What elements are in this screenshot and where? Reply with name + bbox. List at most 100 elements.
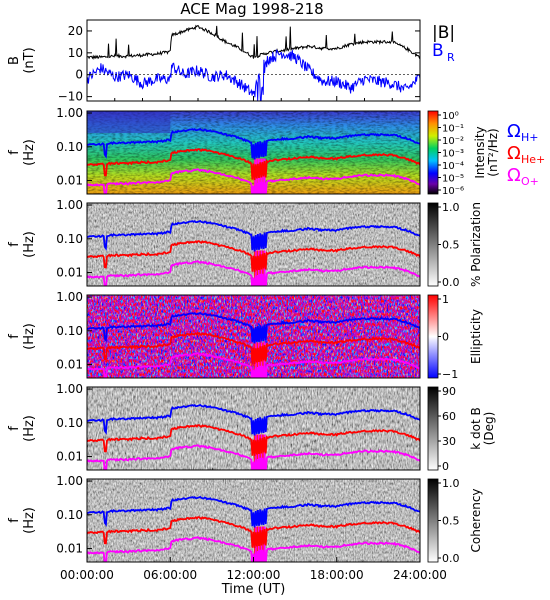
polarization-colorbar-label: % Polarization <box>469 202 483 287</box>
gyrofrequency-O-plus-curve <box>87 260 420 286</box>
ytick-label: 0.10 <box>56 416 83 430</box>
ellipticity-spectrogram <box>87 295 420 378</box>
ytick-label: 1.00 <box>56 198 83 212</box>
gyro-label-sub: He+ <box>521 153 545 166</box>
ytick-label: 0.01 <box>56 266 83 280</box>
ellipticity-colorbar <box>427 294 439 379</box>
gyrofrequency-He-plus-curve <box>87 240 420 273</box>
gyrofrequency-O-plus-curve <box>87 352 420 378</box>
gyrofrequency-O-plus-curve <box>87 444 420 470</box>
gyrofrequency-H-plus-curve <box>87 403 420 436</box>
colorbar-tick-label: 10⁻⁴ <box>442 161 464 172</box>
gyrofrequency-He-plus-curve <box>87 332 420 365</box>
ellipticity-ylabel: f (Hz) <box>7 323 37 350</box>
colorbar-tick-label: 60 <box>442 410 456 423</box>
colorbar-tick-label: 0.0 <box>442 276 460 289</box>
xtick-label: 12:00:00 <box>227 568 281 582</box>
colorbar-tick-label: 1.0 <box>442 477 460 490</box>
xaxis-label: Time (UT) <box>221 582 286 597</box>
polarization-ylabel: f (Hz) <box>7 231 37 258</box>
ytick-label: 1.00 <box>56 382 83 396</box>
ylabel-line: f <box>7 334 22 339</box>
ytick-label: 0.10 <box>56 140 83 154</box>
colorbar-tick-label: 10⁻¹ <box>442 124 464 135</box>
gyrofrequency-He-plus-curve <box>87 424 420 457</box>
ytick-label: −10 <box>58 90 83 104</box>
ytick-label: 0.10 <box>56 508 83 522</box>
colorbar-tick-label: 90 <box>442 385 456 398</box>
gyrofrequency-He-plus-curve <box>87 148 420 181</box>
colorbar-tick-label: 10⁻² <box>442 136 464 147</box>
ylabel-line: (Hz) <box>22 139 37 166</box>
kdotb-colorbar-label: k dot B (Deg) <box>469 407 496 449</box>
xtick-label: 18:00:00 <box>310 568 364 582</box>
ylabel-line: (Hz) <box>22 323 37 350</box>
ylabel-line: f <box>7 426 22 431</box>
colorbar-tick-label: 0.5 <box>442 239 460 252</box>
colorbar-label-line: k dot B <box>469 407 483 449</box>
colorbar-tick-label: 1.0 <box>442 201 460 214</box>
intensity-ylabel: f (Hz) <box>7 139 37 166</box>
gyro-label-He-plus: Ω <box>507 143 521 164</box>
series-line-B-R <box>86 49 421 102</box>
bfield-ylabel: B (nT) <box>7 47 37 73</box>
ytick-label: 0.01 <box>56 174 83 188</box>
colorbar-tick-label: 0 <box>442 331 449 344</box>
ellipticity-colorbar-label: Ellipticity <box>469 309 483 364</box>
colorbar-label-line: % Polarization <box>469 202 483 287</box>
intensity-frame <box>86 110 421 195</box>
colorbar-tick-label: 0.5 <box>442 515 460 528</box>
legend-B-R: B <box>432 41 444 61</box>
kdotb-spectrogram <box>87 387 420 470</box>
ytick-label: 0.10 <box>56 232 83 246</box>
coherency-ylabel: f (Hz) <box>7 507 37 534</box>
colorbar-label-line: Coherency <box>469 488 483 552</box>
gyrofrequency-O-plus-curve <box>87 536 420 562</box>
colorbar-tick-label: 30 <box>442 435 456 448</box>
colorbar-tick-label: 10⁻⁵ <box>442 174 464 185</box>
gyrofrequency-He-plus-curve <box>87 516 420 549</box>
gyrofrequency-H-plus-curve <box>87 127 420 160</box>
legend-B-R-sub: R <box>447 51 455 64</box>
ytick-label: 0.10 <box>56 324 83 338</box>
coherency-colorbar <box>427 478 439 563</box>
coherency-spectrogram <box>87 479 420 562</box>
ytick-label: 0.01 <box>56 358 83 372</box>
kdotb-ylabel: f (Hz) <box>7 415 37 442</box>
gyrofrequency-O-plus-curve <box>87 168 420 194</box>
colorbar-tick-label: 10⁰ <box>442 111 459 122</box>
gyro-label-sub: O+ <box>521 175 539 188</box>
ylabel-line: f <box>7 242 22 247</box>
colorbar-tick-label: 10⁻⁶ <box>442 186 464 197</box>
ytick-label: 0.01 <box>56 542 83 556</box>
ylabel-line: f <box>7 150 22 155</box>
colorbar-tick-label: 0 <box>442 460 449 473</box>
colorbar-label-line: Intensity <box>473 126 487 178</box>
xtick-label: 24:00:00 <box>393 568 447 582</box>
colorbar-label-line: (nT²/Hz) <box>486 128 500 176</box>
ytick-label: 10 <box>68 46 83 60</box>
gyro-label-H-plus: Ω <box>507 121 521 142</box>
gyrofrequency-H-plus-curve <box>87 219 420 252</box>
chart-title: ACE Mag 1998-218 <box>180 0 323 18</box>
kdotb-frame <box>86 386 421 471</box>
intensity-colorbar-label: Intensity (nT²/Hz) <box>473 126 500 178</box>
gyrofrequency-H-plus-curve <box>87 495 420 528</box>
xtick-label: 06:00:00 <box>143 568 197 582</box>
bfield-plot-area <box>87 20 420 101</box>
gyro-label-sub: H+ <box>521 131 539 144</box>
ytick-label: 1.00 <box>56 106 83 120</box>
colorbar-tick-label: 1 <box>442 293 449 306</box>
colorbar-tick-label: 0.0 <box>442 552 460 565</box>
ytick-label: 0.01 <box>56 450 83 464</box>
polarization-frame <box>86 202 421 287</box>
ylabel-line: (Hz) <box>22 415 37 442</box>
intensity-spectrogram <box>87 111 420 194</box>
ylabel-line: f <box>7 518 22 523</box>
ylabel-line: B <box>7 56 22 65</box>
polarization-spectrogram <box>87 203 420 286</box>
intensity-low-region <box>87 111 171 133</box>
colorbar-tick-label: −1 <box>442 368 458 381</box>
intensity-colorbar <box>427 110 439 195</box>
